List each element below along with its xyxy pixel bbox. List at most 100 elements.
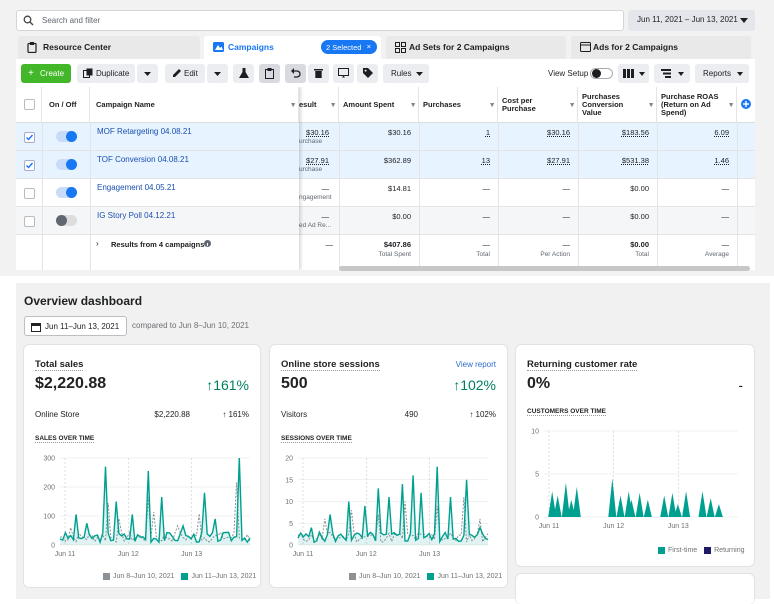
cell-roas: 1.46 <box>714 156 729 165</box>
y-tick-label: 100 <box>43 514 55 521</box>
cell-cost-per-purchase: — <box>562 184 571 193</box>
tab-label: Ads for 2 Campaigns <box>593 42 679 52</box>
campaign-name-link[interactable]: TOF Conversion 04.08.21 <box>97 155 189 164</box>
view-setup-toggle[interactable] <box>590 68 613 79</box>
view-report-link[interactable]: View report <box>455 360 496 369</box>
table-row[interactable]: MOF Retargeting 04.08.21 $30.16 urchase … <box>16 123 755 151</box>
chart-label: SALES OVER TIME <box>35 435 95 443</box>
columns-button[interactable] <box>618 64 649 83</box>
notes-button[interactable] <box>259 64 280 83</box>
card-value: 0% <box>527 375 551 392</box>
campaign-name-link[interactable]: Engagement 04.05.21 <box>97 183 176 192</box>
y-tick-label: 0 <box>51 543 55 550</box>
duplicate-dropdown[interactable] <box>137 64 158 83</box>
x-tick-label: Jun 12 <box>118 551 139 558</box>
select-all-checkbox[interactable] <box>24 99 35 110</box>
x-tick-label: Jun 12 <box>356 551 377 558</box>
total-amount-sub: Total Spent <box>378 251 411 258</box>
close-icon[interactable]: × <box>366 42 371 51</box>
header-purchases[interactable]: Purchases ▾ <box>419 87 498 123</box>
date-range-picker[interactable]: Jun 11, 2021 – Jun 13, 2021 <box>628 10 755 31</box>
card-change: - <box>738 377 743 393</box>
cell-conversion-value: $183.56 <box>621 128 649 137</box>
trash-icon <box>314 68 323 78</box>
campaign-toggle[interactable] <box>56 131 77 142</box>
dashboard-date-picker[interactable]: Jun 11–Jun 13, 2021 <box>24 316 127 336</box>
cell-result-type: urchase <box>299 138 323 145</box>
cell-conversion-value: $0.00 <box>630 184 649 193</box>
legend-label: Jun 8–Jun 10, 2021 <box>359 573 421 581</box>
search-input[interactable]: Search and filter <box>16 10 624 31</box>
tag-icon <box>363 68 373 78</box>
delete-button[interactable] <box>308 64 329 83</box>
chevron-right-icon[interactable]: › <box>96 239 99 248</box>
ad-icon <box>580 42 591 52</box>
tag-button[interactable] <box>357 64 378 83</box>
header-campaign-name[interactable]: Campaign Name ▾ <box>90 87 299 123</box>
tab-ad-sets[interactable]: Ad Sets for 2 Campaigns <box>386 36 566 59</box>
first-time-spike <box>660 495 669 517</box>
header-label: Amount Spent <box>343 100 395 109</box>
header-onoff[interactable]: On / Off <box>42 87 90 123</box>
campaign-toggle[interactable] <box>56 187 77 198</box>
cell-cost-per-purchase: $30.16 <box>547 128 570 137</box>
first-time-spike <box>567 499 576 517</box>
chevron-down-icon: ▾ <box>570 100 574 109</box>
chevron-down-icon <box>416 72 423 76</box>
divider <box>90 123 91 270</box>
row-checkbox[interactable] <box>24 188 35 199</box>
cell-cost-per-purchase: — <box>562 212 571 221</box>
divider <box>657 123 658 270</box>
y-tick-label: 300 <box>43 456 55 463</box>
header-result[interactable]: esult ▾ <box>299 87 339 123</box>
row-checkbox[interactable] <box>24 216 35 227</box>
header-amount-spent[interactable]: Amount Spent ▾ <box>339 87 419 123</box>
ab-test-button[interactable] <box>233 64 254 83</box>
duplicate-button[interactable]: Duplicate <box>77 64 135 83</box>
row-checkbox[interactable] <box>24 160 35 171</box>
header-cost-per-purchase[interactable]: Cost per Purchase ▾ <box>498 87 578 123</box>
create-label: Create <box>40 69 65 78</box>
breakdown-button[interactable] <box>654 64 690 83</box>
table-row[interactable]: IG Story Poll 04.12.21 — ed Ad Re... $0.… <box>16 207 755 235</box>
comparison-label: compared to Jun 8–Jun 10, 2021 <box>132 321 249 330</box>
dashboard-title: Overview dashboard <box>24 294 143 308</box>
campaign-name-link[interactable]: IG Story Poll 04.12.21 <box>97 211 176 220</box>
table-row[interactable]: Engagement 04.05.21 — ngagement $14.81 —… <box>16 179 755 207</box>
edit-dropdown[interactable] <box>207 64 228 83</box>
header-select-all[interactable] <box>16 87 42 123</box>
header-roas[interactable]: Purchase ROAS (Return on Ad Spend) ▾ <box>657 87 737 123</box>
create-button[interactable]: + Create <box>21 64 71 83</box>
row-checkbox[interactable] <box>24 132 35 143</box>
view-setup-label: View Setup <box>548 69 589 78</box>
campaign-toggle[interactable] <box>56 215 77 226</box>
card-title: Online store sessions <box>281 359 380 371</box>
horizontal-scrollbar[interactable] <box>339 266 750 271</box>
chevron-down-icon <box>740 18 748 23</box>
divider <box>42 123 43 270</box>
tab-ads[interactable]: Ads for 2 Campaigns <box>571 36 751 59</box>
legend-item-current: Jun 11–Jun 13, 2021 <box>181 573 256 580</box>
undo-button[interactable] <box>285 64 306 83</box>
rules-button[interactable]: Rules <box>383 64 429 83</box>
header-conversion-value[interactable]: Purchases Conversion Value ▾ <box>578 87 657 123</box>
selected-badge[interactable]: 2 Selected × <box>321 40 377 54</box>
row-label: Visitors <box>281 410 308 419</box>
first-time-spike <box>608 478 617 517</box>
preview-button[interactable] <box>333 64 354 83</box>
tab-resource-center[interactable]: Resource Center <box>18 36 200 59</box>
campaign-toggle[interactable] <box>56 159 77 170</box>
add-column-button[interactable] <box>737 87 755 123</box>
cell-purchases: — <box>482 184 491 193</box>
edit-button[interactable]: Edit <box>165 64 205 83</box>
divider <box>339 123 340 270</box>
legend-item-previous: Jun 8–Jun 10, 2021 <box>349 573 421 580</box>
chevron-down-icon <box>214 72 221 76</box>
legend-label: Jun 8–Jun 10, 2021 <box>113 573 175 581</box>
reports-button[interactable]: Reports <box>695 64 749 83</box>
chart-label: CUSTOMERS OVER TIME <box>527 408 606 416</box>
card-value: 500 <box>281 375 308 392</box>
campaign-name-link[interactable]: MOF Retargeting 04.08.21 <box>97 127 192 136</box>
table-row[interactable]: TOF Conversion 04.08.21 $27.91 urchase $… <box>16 151 755 179</box>
cell-conversion-value: $531.38 <box>621 156 649 165</box>
